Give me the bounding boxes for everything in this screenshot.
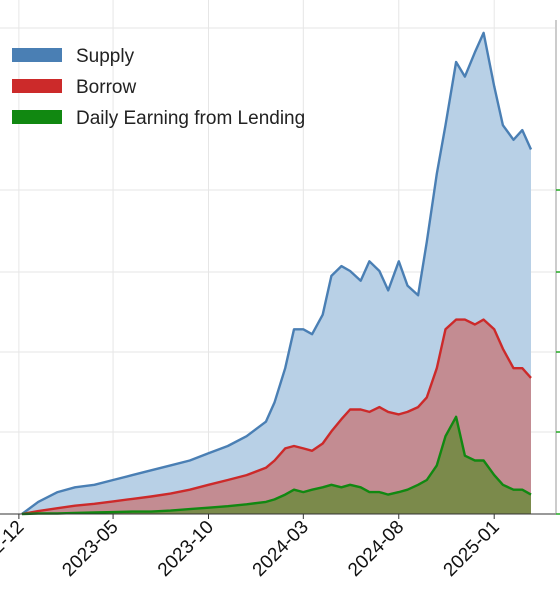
legend-label: Supply [76, 46, 135, 67]
legend-label: Daily Earning from Lending [76, 108, 305, 129]
series-borrow-line [21, 318, 532, 516]
series-daily-earning-from-lending-area [22, 416, 531, 514]
series-daily-earning-from-lending-line [21, 415, 532, 516]
x-tick-label: 2023-10 [154, 517, 218, 581]
x-tick-label: 2023-05 [58, 517, 122, 581]
area-layer [21, 31, 533, 516]
series-supply-line [21, 31, 533, 515]
x-tick-labels: 2022-12 2023-05 2023-10 2024-03 2024-08 2025-… [0, 514, 504, 581]
series-supply-area [22, 32, 531, 515]
legend-label: Borrow [76, 77, 136, 98]
x-tick-label: 2025-01 [440, 517, 504, 581]
legend-swatch [12, 48, 62, 62]
x-tick-label: 2022-12 [0, 517, 28, 581]
legend-swatch [12, 110, 62, 124]
legend-swatch [12, 79, 62, 93]
x-tick-label: 2024-08 [344, 517, 408, 581]
axis-layer [0, 20, 560, 515]
legend: Supply Borrow Daily Earning from Lending [12, 46, 305, 129]
series-borrow-area [22, 319, 531, 514]
x-tick-label: 2024-03 [249, 517, 313, 581]
